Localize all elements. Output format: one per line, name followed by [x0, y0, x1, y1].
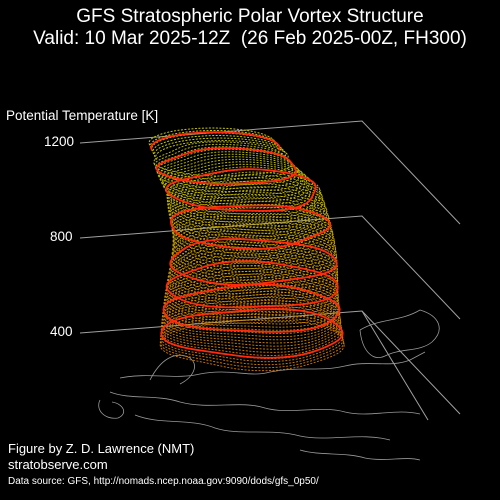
chart-title: GFS Stratospheric Polar Vortex Structure… — [0, 6, 500, 50]
highlight-isentrope — [165, 260, 339, 309]
isentrope-ring — [163, 276, 340, 325]
isentrope-ring — [171, 209, 333, 255]
coastline — [109, 391, 421, 415]
isentrope-ring — [162, 163, 311, 206]
coastline — [134, 414, 391, 441]
credit-author: Figure by Z. D. Lawrence (NMT) — [8, 441, 195, 456]
title-line-2: Valid: 10 Mar 2025-12Z (26 Feb 2025-00Z,… — [33, 28, 467, 49]
isentrope-ring — [160, 305, 343, 357]
isentrope-ring — [172, 220, 336, 267]
isentrope-ring — [167, 189, 327, 234]
isentrope-ring — [165, 265, 339, 313]
credit-site: stratobserve.com — [8, 457, 108, 472]
isentrope-ring — [168, 246, 339, 295]
highlight-isentrope — [155, 147, 297, 185]
z-axis-label: Potential Temperature [K] — [6, 108, 159, 123]
highlight-isentrope — [169, 204, 332, 251]
coastline-map — [98, 309, 440, 461]
isentrope-ring — [161, 293, 342, 344]
z-tick-label-1: 800 — [50, 229, 73, 244]
z-gridlines — [79, 120, 461, 421]
isentrope-ring — [159, 321, 345, 372]
isentrope-ring — [162, 282, 340, 331]
coastline — [359, 309, 440, 358]
isentrope-ring — [161, 296, 342, 347]
z-tick-label-0: 400 — [50, 324, 73, 339]
isentrope-ring — [166, 257, 339, 305]
isentrope-ring — [161, 290, 341, 341]
isentrope-ring — [172, 215, 335, 261]
isentrope-ring — [156, 151, 300, 189]
isentrope-ring — [168, 243, 339, 292]
isentrope-ring — [167, 186, 326, 231]
isentrope-ring — [171, 228, 337, 275]
isentrope-ring — [162, 285, 341, 335]
highlight-isentropes — [150, 131, 344, 359]
highlight-isentrope — [160, 308, 344, 359]
isentrope-ring — [160, 299, 342, 350]
isentrope-arc — [155, 140, 289, 161]
isentrope-ring — [172, 218, 335, 264]
highlight-isentrope — [165, 168, 317, 212]
isentrope-ring — [163, 166, 314, 209]
isentrope-ring — [167, 192, 328, 237]
isentrope-arc — [152, 134, 284, 155]
data-source: Data source: GFS, http://nomads.ncep.noa… — [8, 476, 319, 487]
isentrope-ring — [164, 270, 339, 319]
isentrope-ring — [163, 273, 340, 322]
title-line-1: GFS Stratospheric Polar Vortex Structure — [76, 6, 424, 27]
isentrope-ring — [153, 143, 294, 180]
isentrope-ring — [160, 302, 343, 353]
isentrope-ring — [171, 212, 334, 258]
isentrope-ring — [161, 161, 308, 202]
z-tick-label-2: 1200 — [44, 134, 75, 149]
isentrope-ring — [166, 183, 325, 228]
isentrope-ring — [168, 195, 329, 240]
isentrope-ring — [153, 141, 293, 177]
isentrope-ring — [168, 198, 330, 243]
floor-gridline — [361, 310, 429, 421]
isentrope-ring — [166, 180, 324, 225]
coastline — [299, 449, 421, 461]
coastline — [119, 351, 426, 379]
coastline — [149, 354, 195, 385]
isentrope-ring — [162, 287, 341, 338]
isentrope-arc — [148, 127, 276, 146]
highlight-isentrope — [169, 238, 338, 286]
coastline — [98, 399, 125, 419]
highlight-isentrope — [162, 283, 341, 333]
isentrope-ring — [164, 268, 339, 316]
highlight-isentrope-top — [150, 131, 281, 151]
credit-block: Figure by Z. D. Lawrence (NMT) stratobse… — [8, 441, 194, 473]
